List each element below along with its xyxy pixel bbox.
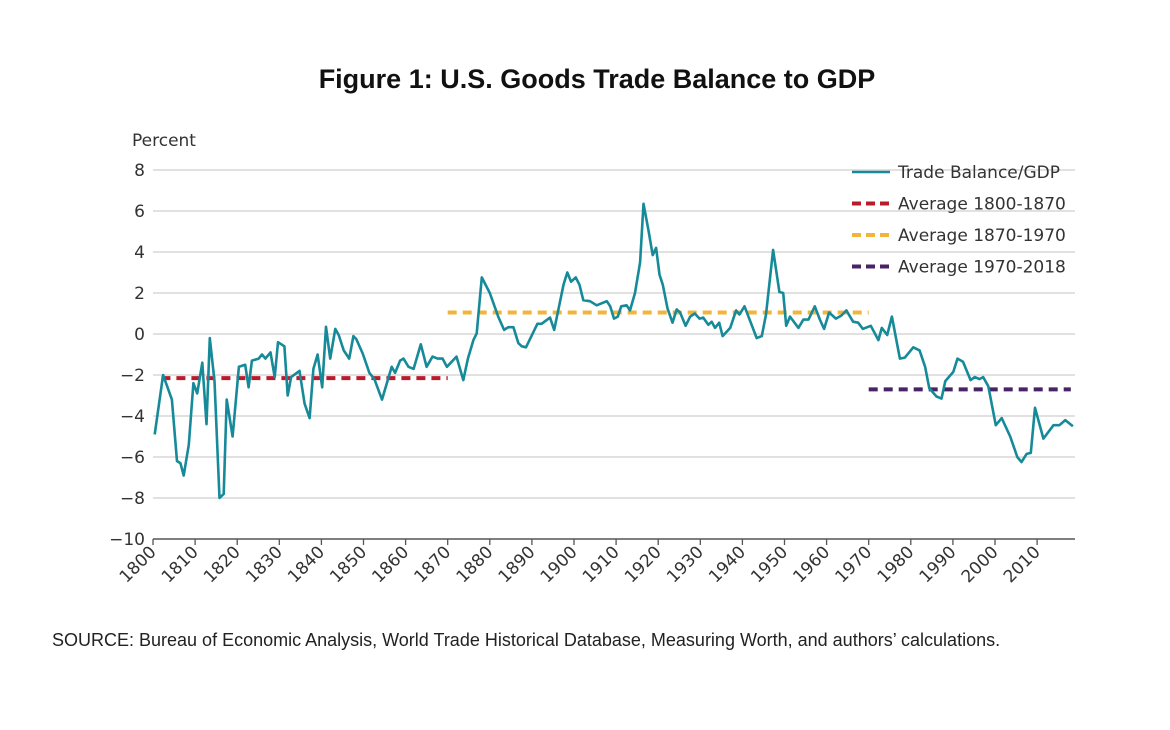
legend-label: Trade Balance/GDP xyxy=(897,163,1060,183)
x-tick-label: 1990 xyxy=(916,542,961,587)
x-tick-label: 2010 xyxy=(1000,542,1045,587)
y-axis-label: Percent xyxy=(132,131,196,151)
x-tick-label: 1840 xyxy=(284,542,329,587)
x-tick-label: 1850 xyxy=(326,542,371,587)
y-tick-label: 6 xyxy=(134,202,145,222)
x-tick-label: 1970 xyxy=(832,542,877,587)
y-tick-label: −10 xyxy=(109,530,145,550)
chart-title: Figure 1: U.S. Goods Trade Balance to GD… xyxy=(318,64,876,94)
y-tick-label: −8 xyxy=(120,489,145,509)
y-tick-label: 2 xyxy=(134,284,145,304)
y-tick-label: 4 xyxy=(134,243,145,263)
y-tick-label: −4 xyxy=(120,407,145,427)
x-tick-label: 1950 xyxy=(747,542,792,587)
x-tick-label: 1810 xyxy=(158,542,203,587)
x-tick-label: 1890 xyxy=(495,542,540,587)
x-tick-label: 1920 xyxy=(621,542,666,587)
trade-balance-line xyxy=(153,202,1074,500)
x-tick-label: 1960 xyxy=(789,542,834,587)
x-tick-label: 1820 xyxy=(200,542,245,587)
x-tick-label: 1830 xyxy=(242,542,287,587)
x-tick-label: 1900 xyxy=(537,542,582,587)
x-tick-label: 1930 xyxy=(663,542,708,587)
legend-label: Average 1870-1970 xyxy=(898,226,1066,246)
source-note: SOURCE: Bureau of Economic Analysis, Wor… xyxy=(52,630,1001,650)
y-tick-label: −6 xyxy=(120,448,145,468)
y-tick-label: 8 xyxy=(134,161,145,181)
x-tick-label: 1870 xyxy=(411,542,456,587)
legend-label: Average 1970-2018 xyxy=(898,258,1066,278)
x-tick-label: 1980 xyxy=(874,542,919,587)
x-tick-label: 1910 xyxy=(579,542,624,587)
y-tick-label: 0 xyxy=(134,325,145,345)
y-tick-label: −2 xyxy=(120,366,145,386)
x-tick-label: 2000 xyxy=(958,542,1003,587)
x-tick-label: 1940 xyxy=(705,542,750,587)
legend-label: Average 1800-1870 xyxy=(898,195,1066,215)
x-tick-label: 1880 xyxy=(453,542,498,587)
x-tick-label: 1860 xyxy=(368,542,413,587)
